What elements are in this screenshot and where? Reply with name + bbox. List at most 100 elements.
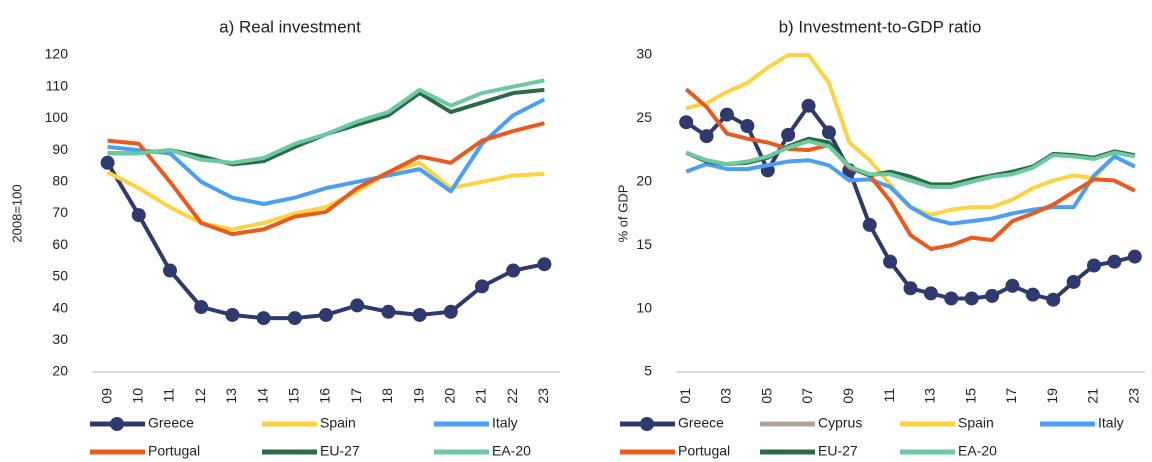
data-point	[1025, 287, 1040, 302]
x-tick-label: 18	[379, 388, 395, 404]
x-tick-label: 15	[962, 388, 978, 404]
x-tick-label: 15	[286, 388, 302, 404]
y-tick-label: 25	[636, 109, 652, 125]
x-tick-label: 09	[98, 388, 114, 404]
legend-label: Spain	[320, 415, 356, 431]
y-tick-label: 30	[636, 46, 652, 62]
data-point	[475, 279, 489, 294]
legend-label: EU-27	[818, 443, 858, 459]
data-point	[985, 288, 1000, 303]
data-point	[1127, 249, 1142, 264]
data-point	[781, 127, 796, 142]
legend-label: Italy	[1098, 415, 1124, 431]
data-point	[903, 281, 918, 296]
legend-label: Spain	[958, 415, 994, 431]
y-tick-label: 15	[636, 236, 652, 252]
legend-marker	[640, 417, 654, 431]
data-point	[256, 311, 271, 326]
y-tick-label: 40	[52, 299, 68, 315]
series-line	[107, 121, 545, 237]
legend-label: Portugal	[148, 443, 200, 459]
data-point	[100, 155, 115, 170]
data-point	[719, 107, 734, 122]
series-line	[107, 97, 546, 206]
x-tick-label: 21	[473, 388, 489, 404]
data-point	[443, 304, 458, 319]
series-line	[684, 87, 1136, 252]
legend-label: EA-20	[492, 443, 531, 459]
x-tick-label: 19	[410, 388, 426, 404]
data-point	[537, 257, 552, 272]
x-tick-label: 03	[718, 388, 734, 404]
data-point	[923, 286, 938, 301]
x-tick-label: 17	[348, 388, 364, 404]
data-point	[319, 307, 333, 322]
data-point	[1046, 292, 1061, 307]
y-tick-label: 20	[52, 363, 68, 379]
x-tick-label: 19	[1044, 388, 1060, 404]
data-point	[699, 129, 714, 144]
data-point	[1005, 278, 1020, 293]
data-point	[381, 304, 396, 319]
data-point	[944, 291, 959, 306]
data-point	[412, 307, 427, 322]
y-tick-label: 60	[52, 236, 68, 252]
x-tick-label: 13	[922, 388, 938, 404]
x-tick-label: 22	[504, 388, 520, 404]
x-tick-label: 12	[192, 388, 208, 404]
data-point	[1066, 274, 1081, 289]
legend-label: EU-27	[320, 443, 360, 459]
y-tick-label: 70	[52, 204, 68, 220]
data-point	[883, 254, 898, 269]
x-tick-label: 11	[161, 388, 177, 403]
data-point	[131, 208, 146, 223]
legend-label: Greece	[678, 415, 724, 431]
y-tick-label: 30	[52, 331, 68, 347]
data-point	[506, 263, 521, 278]
x-tick-label: 01	[677, 388, 693, 404]
data-point	[964, 291, 979, 306]
data-point	[163, 263, 177, 278]
y-axis-label: 2008=100	[9, 184, 24, 242]
y-tick-label: 20	[636, 173, 652, 189]
legend-label: EA-20	[958, 443, 997, 459]
y-tick-label: 110	[46, 77, 69, 93]
x-tick-label: 09	[840, 388, 856, 404]
series-line	[685, 139, 1136, 189]
x-tick-label: 23	[535, 388, 551, 404]
x-tick-label: 17	[1003, 388, 1019, 404]
chart-title: a) Real investment	[219, 17, 361, 36]
x-tick-label: 13	[223, 388, 239, 404]
series-line	[685, 103, 1136, 302]
x-tick-label: 23	[1126, 388, 1142, 404]
y-tick-label: 5	[644, 363, 652, 379]
y-tick-label: 80	[52, 173, 68, 189]
data-point	[740, 119, 755, 134]
data-point	[350, 298, 365, 313]
y-tick-label: 10	[636, 299, 652, 315]
data-point	[287, 311, 302, 326]
data-point	[821, 125, 836, 140]
x-tick-label: 14	[254, 388, 270, 404]
y-tick-label: 120	[45, 46, 69, 62]
x-tick-label: 10	[130, 388, 146, 404]
data-point	[1107, 254, 1122, 269]
legend-label: Cyprus	[818, 415, 862, 431]
data-point	[225, 307, 240, 322]
series-line	[107, 87, 545, 167]
y-tick-label: 50	[52, 268, 68, 284]
x-tick-label: 11	[881, 388, 897, 403]
data-point	[862, 217, 877, 232]
series-line	[107, 78, 545, 165]
legend-label: Greece	[148, 415, 194, 431]
legend-marker	[110, 417, 124, 431]
y-tick-label: 90	[52, 141, 68, 157]
data-point	[1087, 258, 1102, 273]
legend-label: Italy	[492, 415, 518, 431]
data-point	[801, 98, 816, 113]
x-tick-label: 21	[1085, 388, 1101, 404]
series-line	[685, 154, 1136, 226]
chart-title: b) Investment-to-GDP ratio	[779, 17, 982, 36]
y-axis-label: % of GDP	[615, 185, 630, 243]
